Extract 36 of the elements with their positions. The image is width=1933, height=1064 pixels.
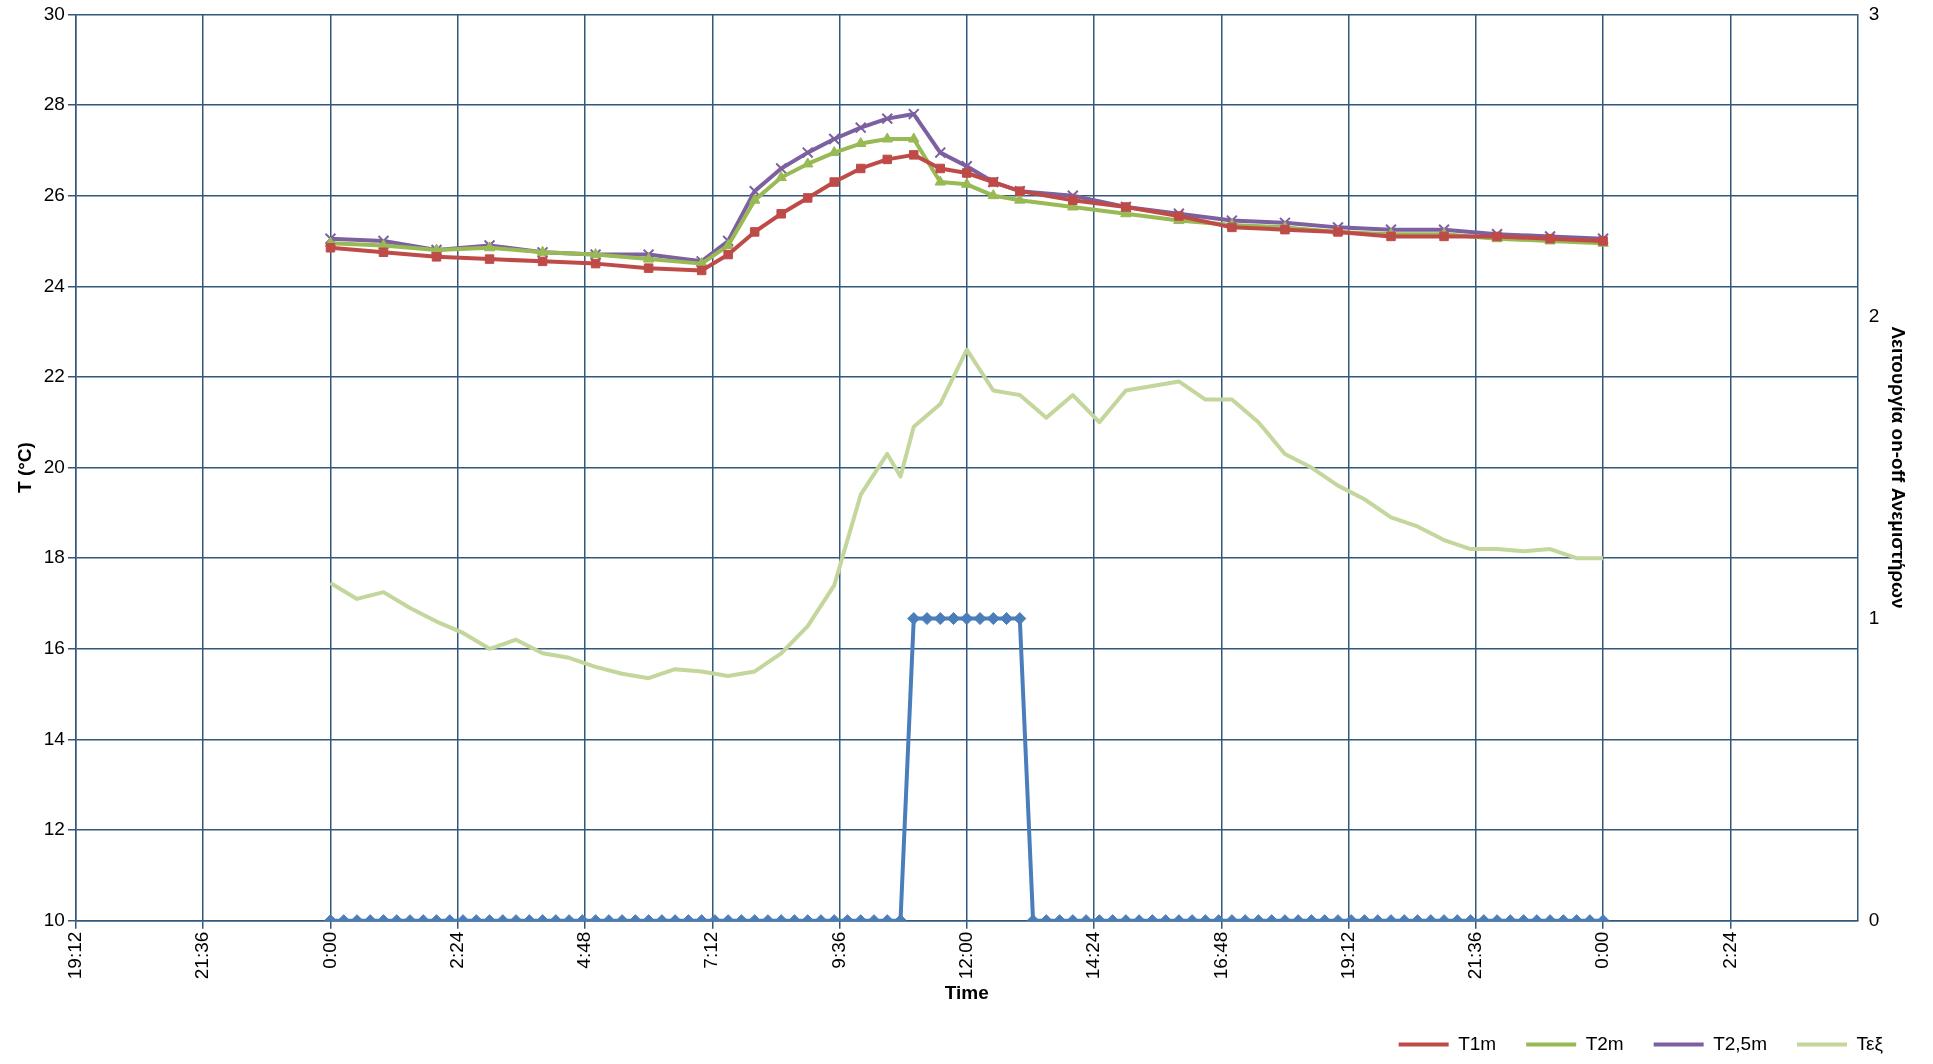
legend-label: T1m [1458, 1032, 1497, 1054]
y-tick-label: 20 [43, 455, 65, 477]
x-tick-label: 21:36 [1464, 931, 1486, 980]
x-tick-label: 7:12 [700, 931, 722, 969]
y-tick-label: 24 [43, 274, 66, 296]
x-tick-label: 0:00 [1591, 931, 1613, 969]
x-tick-label: 19:12 [64, 931, 86, 980]
x-tick-label: 21:36 [191, 931, 213, 980]
y-axis-title: T (°C) [13, 442, 35, 493]
y2-axis-title: Λειτουργία on-off Ανεμιστήρων [1888, 326, 1910, 609]
x-tick-label: 12:00 [955, 931, 977, 980]
y-tick-label: 10 [43, 908, 65, 930]
x-tick-label: 14:24 [1082, 931, 1104, 980]
y-tick-label: 22 [43, 365, 65, 387]
y-tick-label: 12 [43, 818, 65, 840]
x-tick-label: 19:12 [1336, 931, 1358, 980]
y2-tick-label: 0 [1868, 908, 1880, 930]
y-tick-label: 14 [43, 727, 66, 749]
legend-label: T2,5m [1713, 1032, 1768, 1054]
y-tick-label: 18 [43, 546, 65, 568]
x-axis-title: Time [944, 981, 989, 1003]
legend-label: T2m [1585, 1032, 1624, 1054]
x-tick-label: 9:36 [827, 931, 849, 969]
y-tick-label: 26 [43, 183, 65, 205]
legend-label: Τεξ [1856, 1032, 1884, 1054]
x-tick-label: 0:00 [318, 931, 340, 969]
y-tick-label: 30 [43, 2, 65, 24]
y-tick-label: 28 [43, 93, 65, 115]
x-tick-label: 2:24 [1718, 931, 1740, 969]
x-tick-label: 2:24 [445, 931, 467, 969]
y2-tick-label: 1 [1868, 606, 1880, 628]
y2-tick-label: 2 [1868, 304, 1880, 326]
y-tick-label: 16 [43, 637, 65, 659]
x-tick-label: 4:48 [573, 931, 595, 969]
y2-tick-label: 3 [1868, 2, 1880, 24]
x-tick-label: 16:48 [1209, 931, 1231, 980]
